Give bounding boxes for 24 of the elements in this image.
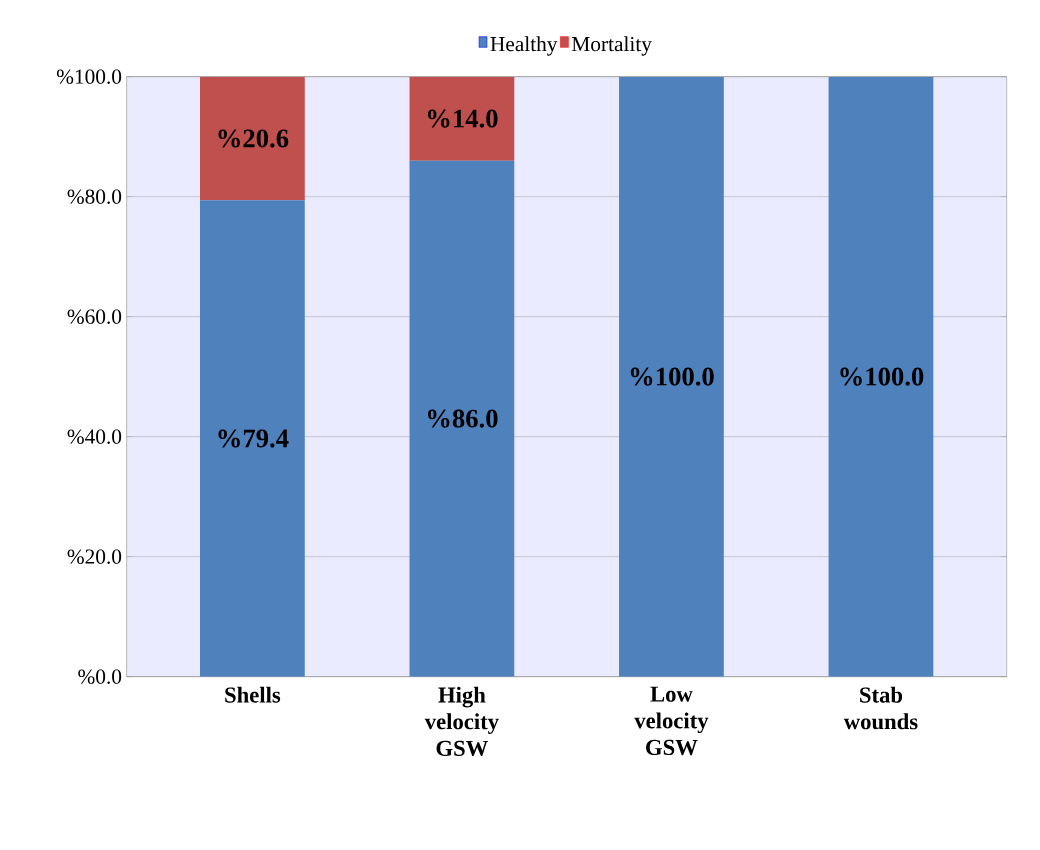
bar bbox=[828, 76, 934, 677]
bar bbox=[409, 76, 515, 161]
x-tick-label: Low velocity GSW bbox=[634, 686, 709, 756]
x-tick-label: Shells bbox=[225, 686, 281, 703]
data-label: %20.6 bbox=[218, 129, 289, 148]
y-tick-label: %40.0 bbox=[67, 429, 122, 444]
bar bbox=[200, 76, 305, 201]
y-tick-label: %20.0 bbox=[67, 549, 122, 564]
bar bbox=[619, 76, 724, 677]
legend-label: Mortality bbox=[571, 36, 652, 56]
bar bbox=[200, 200, 305, 677]
y-tick-label: %60.0 bbox=[67, 309, 122, 324]
x-tick-label: High velocity GSW bbox=[424, 686, 499, 757]
data-label: %14.0 bbox=[427, 109, 498, 128]
bar bbox=[409, 160, 515, 677]
data-label: %100.0 bbox=[630, 367, 714, 386]
data-label: %79.4 bbox=[218, 429, 289, 448]
y-tick-label: %100.0 bbox=[56, 69, 122, 84]
legend-label: Healthy bbox=[490, 36, 558, 56]
y-tick-label: %0.0 bbox=[78, 669, 122, 684]
data-label: %86.0 bbox=[427, 409, 498, 428]
y-tick-label: %80.0 bbox=[67, 189, 122, 204]
data-label: %100.0 bbox=[840, 367, 924, 386]
x-tick-label: Stab wounds bbox=[843, 686, 918, 730]
